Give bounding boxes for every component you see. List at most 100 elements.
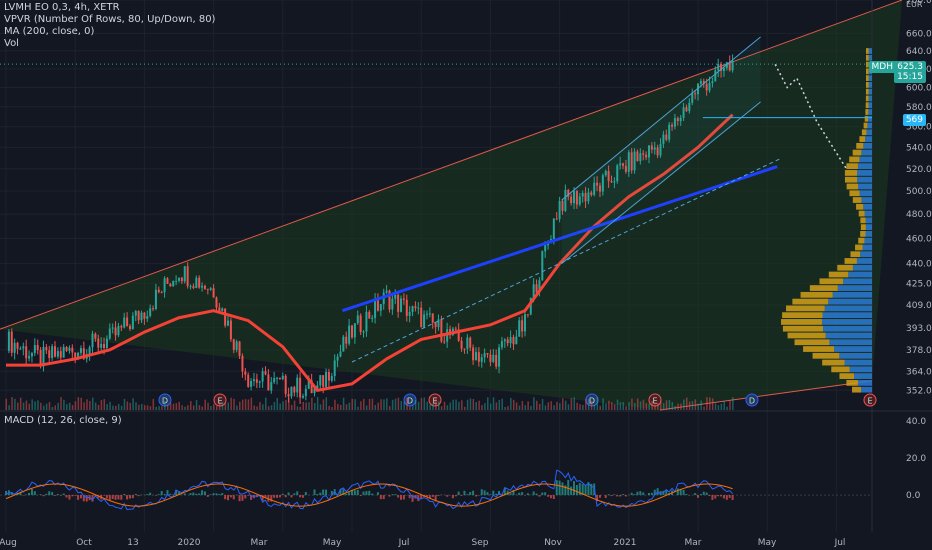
macd-histogram-bar [457,491,460,496]
candle-body [33,345,36,354]
volume-bar [126,401,129,410]
volume-bar [158,406,160,410]
candle-body [728,62,731,71]
macd-histogram-bar [71,495,74,497]
volume-bar [668,399,671,410]
level-tag-569: 569 [902,114,926,126]
volume-bar [262,404,264,410]
event-marker: E [863,393,877,407]
candle-body [59,351,62,358]
candle-body [235,341,238,350]
vpvr-bar-up [832,291,872,298]
volume-bar [683,399,685,410]
macd-histogram-bar [463,490,466,496]
macd-histogram-bar [183,493,186,496]
macd-histogram-bar [469,492,472,496]
candle-body [287,393,290,397]
volume-bar [172,403,175,410]
volume-bar [25,400,28,410]
time-tick-label: May [758,538,777,548]
candle-body [659,143,662,156]
macd-histogram-bar [685,493,688,496]
candle-body [714,70,717,82]
candle-body [166,278,169,284]
candle-body [685,107,688,112]
candle-body [653,147,656,150]
volume-bar [305,402,307,410]
candle-body [247,374,250,387]
vpvr-bar-up [859,156,872,163]
vpvr-bar-down [794,339,830,346]
candle-body [293,386,296,393]
vpvr-bar-down [865,68,869,75]
vpvr-bar-down [852,149,862,156]
vpvr-bar-up [821,319,872,325]
macd-histogram-bar [408,495,411,499]
volume-bar [224,403,227,410]
volume-bar [429,404,431,410]
volume-bar [322,399,325,410]
vpvr-bar-up [865,136,872,142]
vpvr-bar-down [858,210,865,217]
macd-histogram-bar [330,490,333,496]
volume-bar [443,401,446,410]
candle-body [567,189,570,197]
macd-histogram-bar [376,492,379,496]
volume-bar [190,401,192,410]
volume-bar [388,406,391,410]
macd-histogram-bar [610,495,613,497]
volume-bar [5,398,7,410]
candle-body [598,185,601,192]
candle-body [353,323,356,338]
volume-bar [365,405,368,410]
vpvr-bar-up [858,183,872,190]
volume-bar [518,405,521,410]
volume-bar [371,398,374,410]
macd-histogram-bar [682,489,685,496]
price-tick-label: 600.0 [906,84,932,94]
macd-histogram-bar [466,494,469,496]
candle-body [630,152,633,171]
volume-bar [533,397,535,410]
macd-histogram-bar [472,490,475,496]
volume-bar [57,402,59,410]
volume-bar [328,405,330,410]
macd-histogram-bar [325,489,328,496]
macd-histogram-bar [477,495,480,496]
macd-histogram-bar [558,480,561,496]
candle-body [48,350,51,358]
volume-bar [273,402,276,410]
candle-body [362,331,365,333]
volume-bar [573,397,576,410]
candle-body [570,196,573,204]
candle-body [601,175,604,192]
candle-body [376,298,379,311]
volume-bar [357,406,359,410]
candle-body [175,280,178,282]
volume-bar [143,405,146,410]
volume-bar [613,404,616,410]
candle-body [65,346,68,351]
price-tick-label: 700.0 [906,0,932,6]
macd-histogram-bar [731,495,734,501]
macd-histogram-bar [30,489,33,496]
volume-bar [181,405,183,410]
vpvr-bar-up [843,278,872,285]
candle-body [443,341,446,343]
volume-bar [417,401,420,410]
macd-histogram-bar [388,495,391,497]
candle-body [613,181,616,183]
volume-bar [611,402,613,410]
candle-body [619,163,622,166]
candle-body [425,313,428,315]
volume-bar [475,402,477,410]
volume-bar [642,399,645,410]
macd-histogram-bar [74,495,77,496]
macd-histogram-bar [244,495,247,499]
volume-bar [406,397,408,410]
candle-body [215,297,218,308]
vpvr-bar-down [855,244,863,251]
macd-histogram-bar [549,495,552,499]
volume-bar [587,399,590,410]
